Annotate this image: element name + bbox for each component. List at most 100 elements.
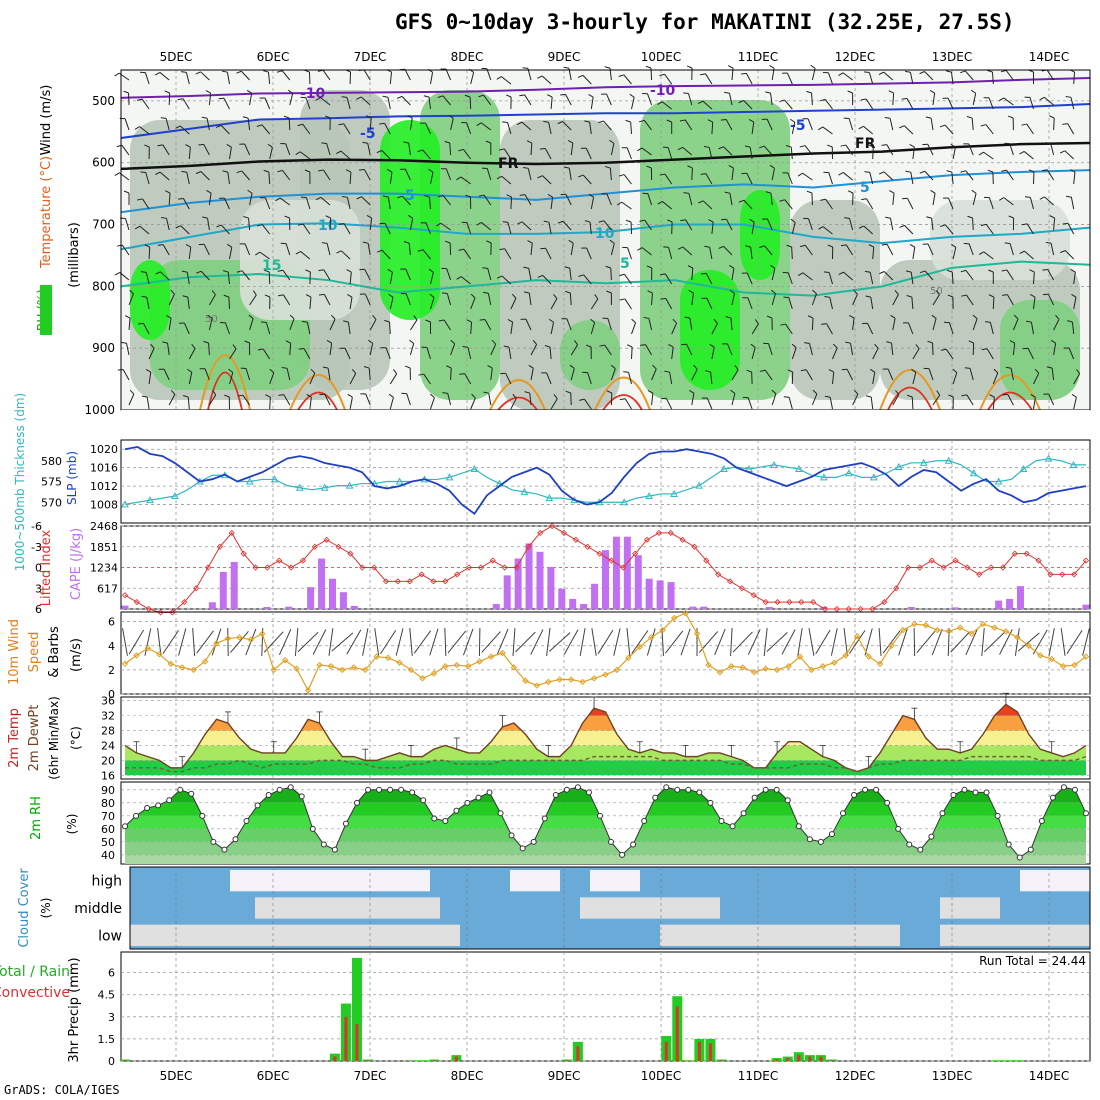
data-point: [906, 841, 913, 848]
barb-shaft: [528, 268, 532, 281]
wind-barb: [1009, 340, 1016, 356]
wind-barb: [486, 240, 492, 256]
barb-shaft: [521, 221, 532, 231]
barb-shaft: [811, 317, 814, 331]
barb-flag: [356, 196, 362, 200]
barb-shaft: [550, 298, 558, 310]
barb-shaft: [142, 198, 150, 210]
wind-barb: [732, 631, 753, 653]
barb-shaft: [711, 222, 714, 235]
barb-shaft: [863, 125, 874, 135]
barb-shaft: [731, 168, 734, 181]
barb-shaft: [1051, 368, 1055, 381]
wind-barb: [637, 147, 652, 156]
barb-shaft: [323, 169, 331, 181]
barb-flag: [1000, 69, 1007, 73]
wind-barb: [134, 126, 150, 135]
barb-shaft: [904, 225, 914, 235]
barb-flag: [141, 295, 147, 298]
barb-shaft: [1064, 150, 1075, 160]
barb-shaft: [804, 244, 813, 256]
wind-barb: [848, 630, 866, 654]
barb-shaft: [312, 629, 327, 655]
wind-barb: [141, 295, 150, 310]
barb-shaft: [548, 632, 571, 652]
data-point: [795, 465, 803, 473]
barb-flag: [155, 271, 161, 275]
barb-shaft: [870, 397, 874, 410]
wind-barb: [160, 117, 170, 131]
wind-barb: [362, 241, 371, 256]
contour-label: 10: [595, 226, 615, 242]
barb-flag: [446, 365, 452, 369]
barb-shaft: [916, 630, 936, 654]
wind-barb: [570, 340, 578, 356]
barb-shaft: [647, 193, 653, 206]
barb-shaft: [1033, 372, 1040, 385]
barb-flag: [952, 368, 958, 373]
barb-flag: [306, 394, 312, 398]
rh-band: [125, 815, 1086, 829]
barb-flag: [178, 198, 184, 200]
barb-shaft: [466, 122, 472, 135]
data-point: [869, 473, 878, 481]
barb-flag: [888, 90, 894, 94]
barb-flag: [407, 114, 413, 119]
wind-barb: [341, 96, 351, 110]
barb-flag: [404, 365, 411, 369]
wind-barb: [698, 200, 713, 210]
wind-barb: [769, 164, 775, 181]
wind-barb: [519, 94, 532, 106]
barb-shaft: [384, 123, 391, 135]
barb-flag: [401, 392, 407, 395]
cape-bar: [907, 606, 915, 609]
precip-total-bar: [683, 1060, 694, 1061]
barb-flag: [770, 264, 776, 269]
wind-barb: [664, 370, 673, 385]
barb-shaft: [590, 322, 596, 335]
lifted-index-point: [952, 557, 959, 564]
cloud-gap: [130, 924, 250, 946]
wind-barb: [512, 627, 516, 657]
cape-bar: [591, 583, 599, 609]
barb-shaft: [126, 343, 130, 356]
wind-barb: [903, 322, 914, 335]
panel-slp-frame: [120, 439, 1091, 524]
barb-flag: [376, 150, 383, 154]
y-tick-label: 500: [92, 94, 115, 108]
barb-flag: [1042, 293, 1049, 296]
wind-barb: [358, 169, 371, 181]
barb-flag: [865, 295, 871, 298]
wind-barb: [222, 70, 230, 85]
y-tick-label: 2: [108, 664, 115, 677]
wind-barb: [680, 219, 693, 231]
barb-shaft: [991, 71, 994, 85]
barb-shaft: [503, 148, 512, 160]
wind-barb: [963, 243, 974, 256]
wind-barb: [224, 394, 230, 410]
barb-shaft: [297, 631, 319, 653]
y-tick-label-right: 2468: [90, 520, 118, 533]
barb-shaft: [496, 628, 509, 656]
barb-flag: [703, 145, 710, 148]
wind-barb: [966, 116, 974, 131]
barb-shaft: [285, 243, 291, 256]
barb-shaft: [950, 631, 971, 653]
data-point: [596, 812, 603, 819]
barb-shaft: [589, 222, 592, 235]
data-point: [917, 846, 924, 853]
wind-barb: [704, 245, 713, 260]
barb-shaft: [570, 344, 578, 356]
barb-shaft: [128, 318, 131, 331]
data-point: [862, 786, 869, 793]
barb-flag: [999, 197, 1005, 201]
barb-flag: [547, 194, 553, 198]
barb-flag: [791, 343, 797, 349]
wind-barb: [666, 219, 673, 235]
barb-shaft: [460, 276, 472, 285]
barb-shaft: [969, 368, 974, 381]
wind-barb: [852, 389, 859, 406]
barb-flag: [861, 198, 867, 201]
barb-shaft: [924, 270, 934, 281]
wind-barb: [198, 243, 210, 256]
